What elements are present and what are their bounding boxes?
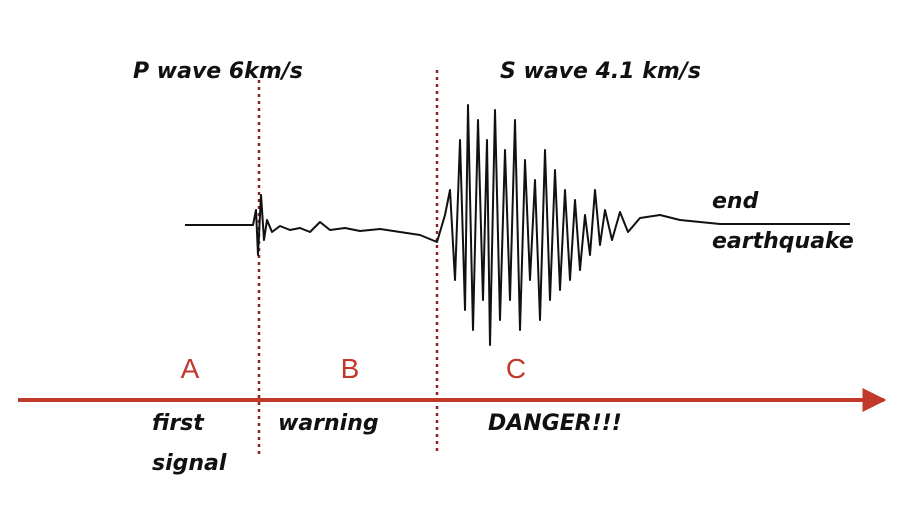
phase-label: DANGER!!!	[488, 411, 622, 436]
seismogram-trace	[185, 104, 850, 346]
phase-letter: C	[506, 353, 526, 384]
p-wave-label: P wave 6km/s	[133, 59, 303, 84]
s-wave-label: S wave 4.1 km/s	[500, 59, 701, 84]
phase-letter: B	[341, 353, 360, 384]
phase-label: first	[152, 411, 205, 436]
end-label: earthquake	[712, 229, 854, 254]
phase-label: warning	[278, 411, 379, 436]
phase-letter: A	[181, 353, 200, 384]
end-label: end	[712, 189, 759, 214]
phase-label: signal	[152, 451, 227, 476]
